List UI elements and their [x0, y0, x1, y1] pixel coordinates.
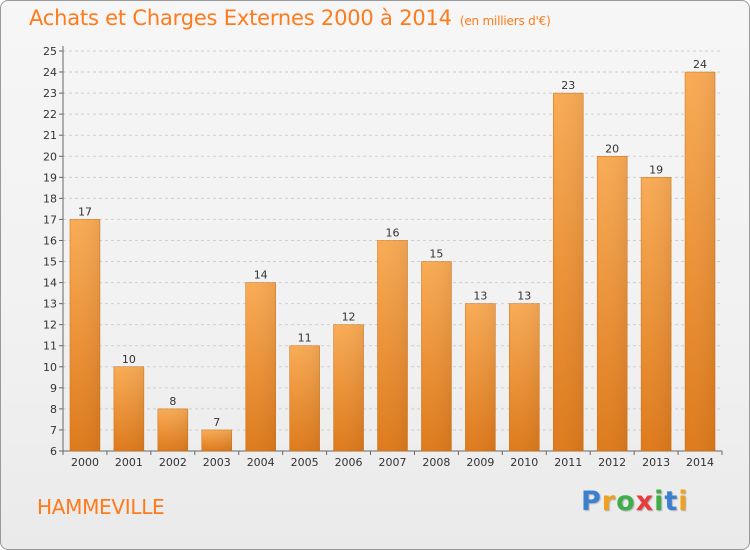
value-label-2000: 17: [78, 205, 92, 218]
x-tick-label-2001: 2001: [115, 456, 143, 469]
y-tick-label: 14: [43, 277, 57, 290]
y-tick-label: 21: [43, 129, 57, 142]
x-tick-label-2009: 2009: [466, 456, 494, 469]
value-label-2010: 13: [517, 290, 531, 303]
bar-shade-2008: [421, 261, 452, 451]
x-tick-label-2013: 2013: [642, 456, 670, 469]
y-tick-label: 20: [43, 150, 57, 163]
chart-unit: (en milliers d'€): [459, 14, 551, 28]
x-tick-label-2014: 2014: [686, 456, 714, 469]
x-tick-label-2008: 2008: [422, 456, 450, 469]
y-tick-label: 8: [50, 403, 57, 416]
value-label-2007: 16: [386, 226, 400, 239]
y-tick-label: 11: [43, 340, 57, 353]
y-tick-label: 10: [43, 361, 57, 374]
bar-shade-2001: [113, 366, 144, 451]
bar-shade-2005: [289, 345, 320, 451]
value-label-2004: 14: [254, 269, 268, 282]
commune-name: HAMMEVILLE: [37, 495, 165, 519]
y-tick-label: 13: [43, 298, 57, 311]
bars: [69, 71, 716, 452]
y-tick-label: 12: [43, 319, 57, 332]
bar-shade-2004: [245, 282, 276, 451]
y-tick-label: 19: [43, 171, 57, 184]
proxiti-logo: Proxiti: [581, 486, 689, 517]
y-tick-label: 15: [43, 256, 57, 269]
value-label-2011: 23: [561, 79, 575, 92]
y-tick-label: 22: [43, 108, 57, 121]
x-tick-label-2011: 2011: [554, 456, 582, 469]
x-tick-label-2002: 2002: [159, 456, 187, 469]
value-label-2005: 11: [298, 332, 312, 345]
bar-shade-2002: [157, 408, 188, 451]
bar-shade-2013: [641, 177, 672, 451]
y-tick-label: 7: [50, 424, 57, 437]
bar-shade-2000: [69, 219, 100, 451]
y-tick-label: 24: [43, 66, 57, 79]
bar-shade-2012: [597, 156, 628, 451]
bar-shade-2014: [685, 72, 716, 451]
y-tick-label: 9: [50, 382, 57, 395]
value-label-2012: 20: [605, 142, 619, 155]
bar-shade-2011: [553, 93, 584, 452]
x-tick-label-2006: 2006: [335, 456, 363, 469]
value-label-2001: 10: [122, 353, 136, 366]
value-label-2009: 13: [473, 290, 487, 303]
y-tick-label: 6: [50, 445, 57, 458]
bar-shade-2009: [465, 303, 496, 451]
value-label-2013: 19: [649, 163, 663, 176]
x-tick-label-2012: 2012: [598, 456, 626, 469]
y-tick-label: 25: [43, 45, 57, 58]
value-label-2006: 12: [342, 311, 356, 324]
chart-title: Achats et Charges Externes 2000 à 2014 (e…: [29, 6, 551, 30]
x-tick-label-2003: 2003: [203, 456, 231, 469]
y-tick-label: 18: [43, 192, 57, 205]
bar-shade-2007: [377, 240, 408, 451]
x-tick-label-2000: 2000: [71, 456, 99, 469]
value-label-2003: 7: [213, 416, 220, 429]
value-label-2014: 24: [693, 58, 707, 71]
x-tick-label-2005: 2005: [291, 456, 319, 469]
value-labels: 17 10 8 7 14 11 12 16 15 13 13 23 20 19 24: [78, 58, 707, 429]
x-tick-label-2007: 2007: [379, 456, 407, 469]
x-tick-label-2010: 2010: [510, 456, 538, 469]
y-tick-label: 17: [43, 213, 57, 226]
chart-title-text: Achats et Charges Externes 2000 à 2014: [29, 6, 452, 30]
x-tick-label-2004: 2004: [247, 456, 275, 469]
bar-shade-2006: [333, 324, 364, 451]
value-label-2002: 8: [169, 395, 176, 408]
value-label-2008: 15: [429, 248, 443, 261]
y-tick-label: 16: [43, 234, 57, 247]
bar-shade-2010: [509, 303, 540, 451]
y-tick-label: 23: [43, 87, 57, 100]
bar-shade-2003: [201, 429, 232, 451]
